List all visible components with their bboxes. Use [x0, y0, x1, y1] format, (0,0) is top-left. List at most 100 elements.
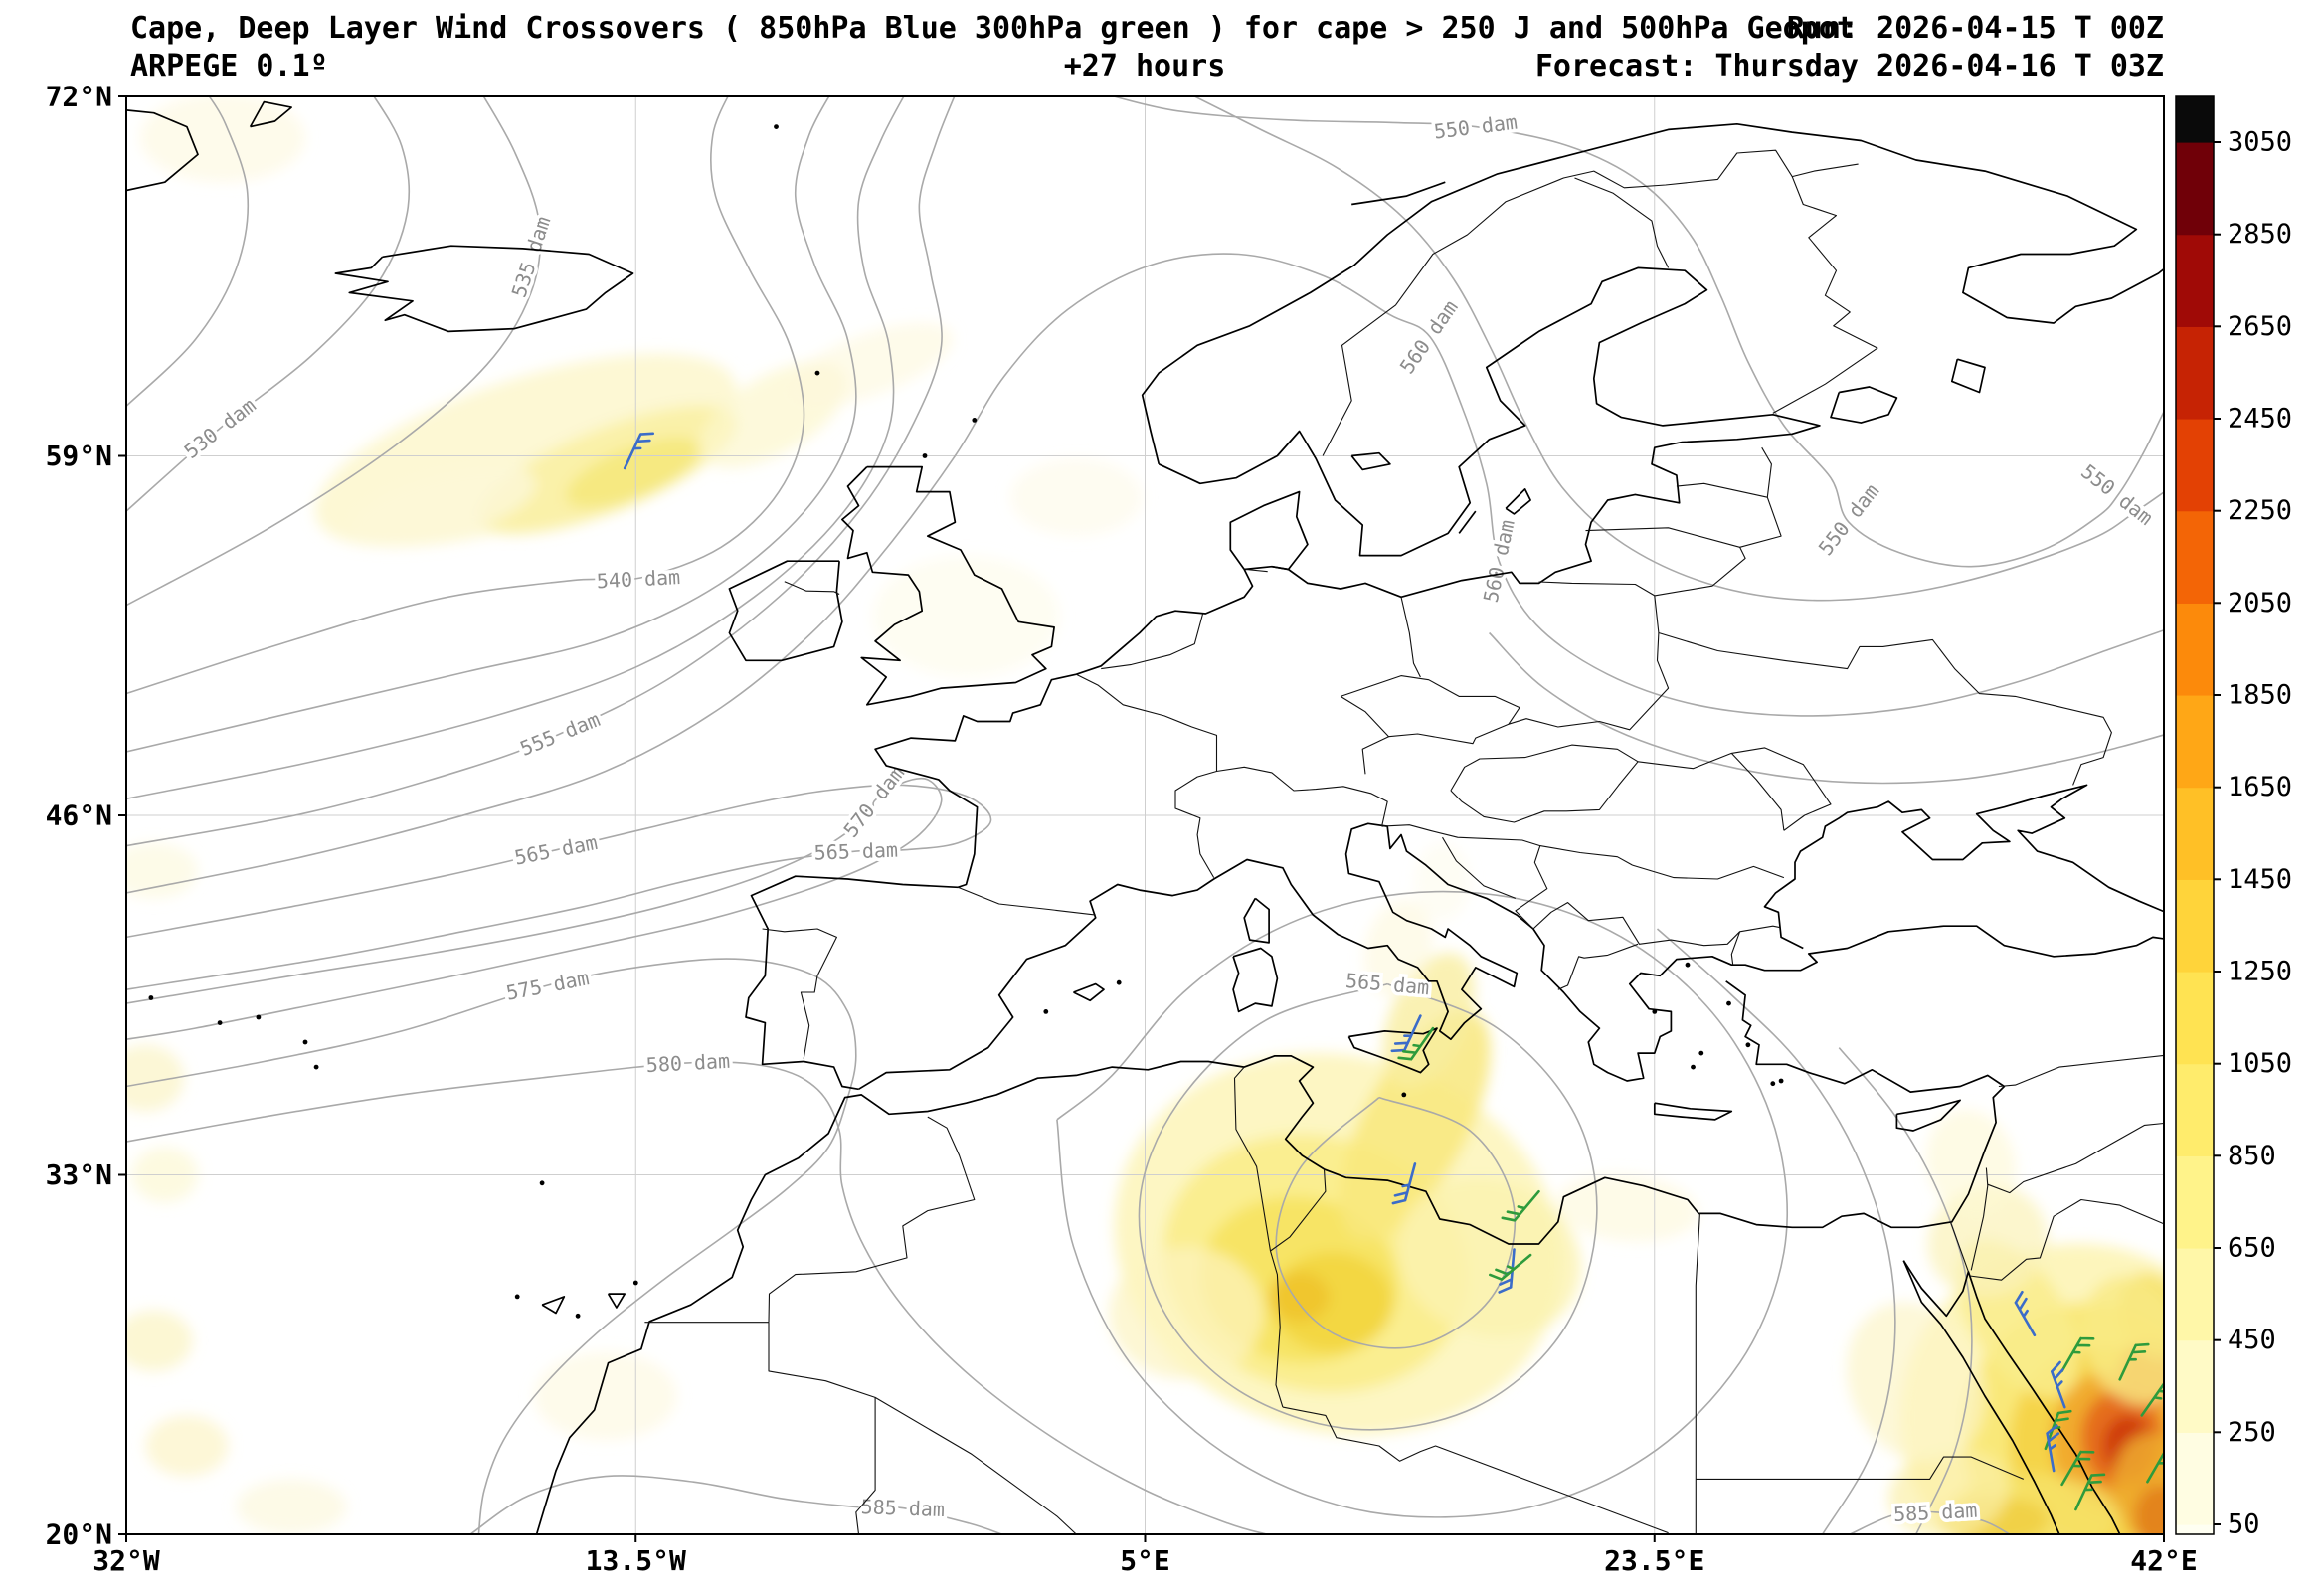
small-island	[313, 1064, 319, 1070]
wind-barb-850hPa	[623, 432, 655, 470]
geopotential-contours	[126, 96, 2164, 1534]
contour-label: 530 dam	[179, 393, 260, 463]
colorbar-tick-label: 50	[2228, 1509, 2260, 1540]
contour-line	[126, 96, 250, 407]
wind-barb-850hPa	[2051, 1360, 2066, 1409]
colorbar-segment	[2176, 1155, 2214, 1249]
colorbar-segment	[2176, 787, 2214, 880]
colorbar-segment	[2176, 972, 2214, 1065]
coastline-path	[1158, 266, 1821, 599]
contour-line	[1838, 1047, 1973, 1534]
colorbar-tick-label: 1650	[2228, 772, 2292, 802]
border-path	[762, 928, 837, 1059]
border-path	[1233, 1066, 1272, 1252]
wind-barb-300hPa	[2060, 1336, 2095, 1373]
colorbar-segment	[2176, 96, 2214, 143]
coastline-path	[1351, 181, 1446, 206]
chart-title: Cape, Deep Layer Wind Crossovers ( 850hP…	[130, 11, 1855, 46]
small-island	[1698, 1050, 1704, 1056]
contour-line	[126, 253, 2164, 894]
cape-cell	[533, 1351, 677, 1441]
coastline-path	[1458, 510, 1477, 534]
wind-barb-850hPa	[2046, 1424, 2060, 1473]
border-path	[1174, 766, 1388, 878]
wind-barb-300hPa	[2140, 1382, 2164, 1417]
border-path	[1381, 824, 1548, 930]
small-island	[1652, 1009, 1658, 1014]
coastline-path	[1350, 451, 1391, 471]
border-path	[1450, 744, 1639, 823]
cape-cell	[1269, 1271, 1331, 1322]
forecast-valid: Forecast: Thursday 2026-04-16 T 03Z	[1534, 49, 2164, 84]
wind-barb-850hPa	[1391, 1162, 1417, 1205]
colorbar-tick-label: 250	[2228, 1417, 2276, 1448]
coastline-path	[1229, 490, 1309, 571]
contour-line	[126, 96, 411, 512]
colorbar-frame	[2175, 95, 2215, 1535]
x-tick-label: 13.5°W	[586, 1544, 686, 1577]
coastline-path	[541, 1296, 566, 1315]
coastline-path	[728, 560, 843, 662]
small-island	[302, 1039, 308, 1045]
y-tick-label: 33°N	[46, 1158, 112, 1191]
small-island	[148, 995, 154, 1000]
coastline-path	[126, 109, 199, 192]
coastline-path	[858, 822, 2164, 1091]
colorbar-tick-label: 1050	[2228, 1048, 2292, 1079]
coastline-path	[249, 100, 292, 128]
border-path	[768, 1116, 976, 1323]
grid-lines	[126, 96, 2164, 1534]
model-name: ARPEGE 0.1º	[130, 49, 328, 84]
cape-cell	[1339, 1009, 1491, 1240]
coastline-path	[1232, 947, 1279, 1013]
colorbar-segment	[2176, 326, 2214, 420]
colorbar-segment	[2176, 879, 2214, 973]
contour-label: 540 dam	[596, 565, 680, 593]
border-path	[1282, 1406, 1669, 1534]
border-path	[1101, 613, 1204, 670]
cape-cell	[236, 1479, 347, 1534]
contour-line	[126, 1061, 1267, 1534]
contour-label: 535 dam	[507, 214, 556, 301]
colorbar-tick-label: 850	[2228, 1141, 2276, 1171]
colorbar-tick-label: 2050	[2228, 588, 2292, 619]
border-path	[1676, 482, 1768, 498]
small-island	[632, 1280, 638, 1286]
contour-line	[469, 1475, 1002, 1534]
border-path	[1730, 753, 1785, 831]
contour-line	[1489, 631, 2164, 785]
contour-line	[1138, 982, 1598, 1431]
border-path	[855, 1397, 876, 1534]
colorbar-segment	[2176, 1432, 2214, 1525]
colorbar-segment	[2176, 1524, 2214, 1535]
coastline-path	[607, 1293, 626, 1309]
contour-line	[126, 777, 943, 1040]
y-tick-label: 59°N	[46, 440, 112, 472]
coastline-path	[1653, 1102, 1733, 1121]
contour-label: 575 dam	[504, 966, 591, 1005]
coastline-path	[1243, 897, 1270, 944]
small-island	[1745, 1042, 1751, 1048]
colorbar-segment	[2176, 510, 2214, 604]
country-borders	[644, 149, 2164, 1534]
colorbar-tick-label: 2650	[2228, 311, 2292, 342]
border-path	[1654, 446, 1782, 597]
wind-barb-300hPa	[1397, 1026, 1435, 1061]
small-island	[1685, 962, 1691, 968]
contour-line	[126, 958, 857, 1534]
y-tick-label: 46°N	[46, 799, 112, 832]
coastline-path	[1073, 982, 1105, 1002]
border-path	[784, 581, 840, 595]
cape-cell	[872, 555, 1060, 677]
contour-line	[126, 784, 992, 990]
y-tick-label: 72°N	[46, 81, 112, 113]
contour-label: 560 dam	[1479, 517, 1520, 604]
contour-label: 550 dam	[2076, 459, 2157, 530]
border-path	[1638, 747, 1832, 831]
cape-cell	[1555, 1174, 1698, 1242]
colorbar-tick-label: 1450	[2228, 864, 2292, 895]
axis-labels: 72°N 59°N 46°N 33°N 20°N32°W 13.5°W 5°E 23.5°E 4…	[46, 81, 2198, 1578]
contour-line	[1056, 890, 1788, 1518]
border-path	[957, 886, 1096, 916]
coastline-path	[745, 569, 1254, 1091]
